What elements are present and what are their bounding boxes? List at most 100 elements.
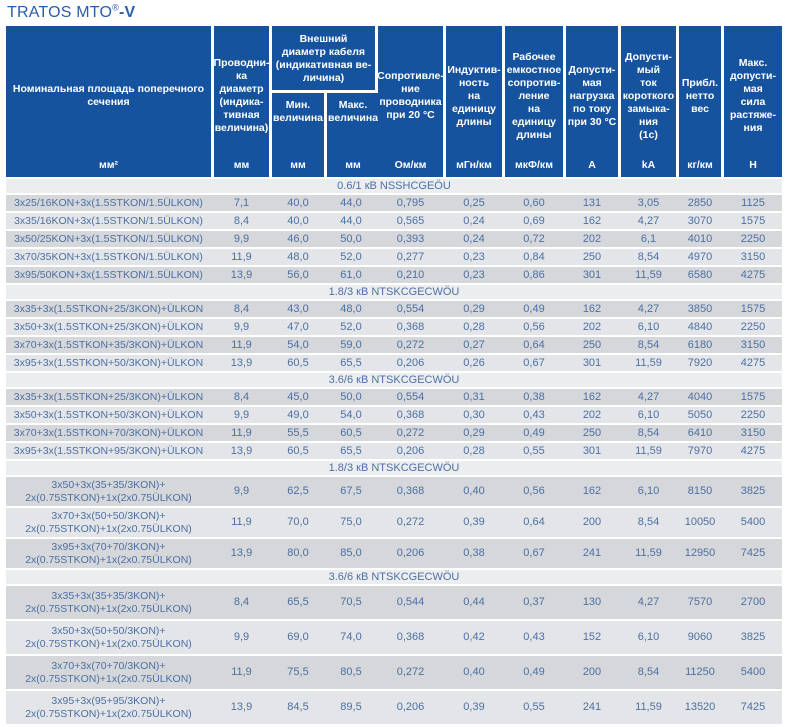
- cell-value: 162: [582, 390, 602, 403]
- cell-value: 56,0: [287, 268, 309, 281]
- cell-cable-designation: 3x70+3x(1.5STKON+70/3KON)+ÜLKON: [13, 426, 204, 439]
- cell-value: 301: [582, 444, 602, 457]
- cell-value: 9,9: [233, 408, 250, 421]
- cell-value: 4,27: [637, 214, 660, 227]
- cell-value: 3850: [687, 302, 713, 315]
- cell-value: 0,554: [396, 302, 425, 315]
- cell-value: 0,24: [463, 214, 485, 227]
- cell-value: 67,5: [340, 485, 362, 497]
- cell-value: 0,554: [396, 390, 425, 403]
- cell-value: 0,206: [396, 547, 425, 559]
- cell-value: 44,0: [340, 214, 362, 227]
- cell-value: 162: [582, 302, 602, 315]
- cell-value: 80,5: [340, 666, 362, 678]
- cell-value: 0,38: [523, 390, 545, 403]
- cell-value: 8150: [687, 485, 713, 497]
- cell-value: 52,0: [340, 320, 362, 333]
- header-label: Мин. величина: [273, 99, 324, 124]
- cell-value: 3150: [740, 250, 766, 263]
- cell-value: 11250: [685, 666, 715, 678]
- cell-value: 0,49: [523, 426, 545, 439]
- cell-value: 40,0: [287, 214, 309, 227]
- cell-value: 48,0: [287, 250, 309, 263]
- header-unit: мм: [345, 159, 361, 171]
- cell-value: 0,30: [463, 408, 485, 421]
- cell-value: 0,206: [396, 356, 425, 369]
- cell-value: 130: [582, 596, 602, 608]
- cell-value: 4275: [740, 356, 766, 369]
- table-body: 0.6/1 кВ NSSHCGEÖU 3x25/16KON+3x(1.5STKON…: [6, 179, 782, 724]
- cell-value: 65,5: [287, 596, 309, 608]
- table-row: 3x70+3x(1.5STKON+35/3KON)+ÜLKON 11,9 54,0 5…: [6, 337, 782, 353]
- cell-value: 3070: [687, 214, 713, 227]
- table-row: 3x70/35KON+3x(1.5STKON/1.5ÜLKON) 11,9 48,0…: [6, 249, 782, 265]
- cell-value: 89,5: [340, 701, 362, 713]
- section-header-row: 1.8/3 кВ NTSKCGECWÖU: [6, 461, 782, 475]
- section-header-row: 0.6/1 кВ NSSHCGEÖU: [6, 179, 782, 193]
- cell-value: 0,206: [396, 701, 425, 713]
- cell-value: 52,0: [340, 250, 362, 263]
- header-cell-current-rating: Допусти- мая нагрузка по току при 30 °C …: [566, 26, 618, 177]
- table-row: 3x35+3x(35+35/3KON)+ 2x(0.75STKON)+1x(2x…: [6, 586, 782, 619]
- cell-cable-designation: 3x95+3x(1.5STKON+95/3KON)+ÜLKON: [13, 444, 204, 457]
- header-label: Проводни- ка диаметр (индика- тивная вел…: [213, 57, 270, 134]
- cell-value: 13,9: [230, 268, 253, 281]
- header-unit: H: [749, 159, 757, 171]
- cell-value: 3825: [740, 631, 766, 643]
- cell-value: 1575: [740, 302, 766, 315]
- cell-value: 5400: [740, 516, 766, 528]
- cell-cable-designation: 3x70+3x(50+50/3KON)+ 2x(0.75STKON)+1x(2x…: [25, 509, 192, 535]
- cell-value: 0,393: [396, 232, 425, 245]
- cell-value: 4040: [687, 390, 713, 403]
- table-row: 3x50+3x(50+50/3KON)+ 2x(0.75STKON)+1x(2x…: [6, 621, 782, 654]
- cell-value: 80,0: [287, 547, 309, 559]
- cell-value: 0,272: [396, 338, 425, 351]
- header-cell-outer-diameter: Внешний диаметр кабеля (индикативная ве-…: [272, 26, 380, 177]
- cell-value: 40,0: [287, 196, 309, 209]
- table-row: 3x95+3x(95+95/3KON)+ 2x(0.75STKON)+1x(2x…: [6, 691, 782, 724]
- cell-value: 0,277: [396, 250, 425, 263]
- header-label: Рабочее емкостное сопротив- ление на еди…: [506, 50, 562, 141]
- cell-value: 1575: [740, 390, 766, 403]
- header-cell-inductance: Индуктив- ность на единицу длины мГн/км: [446, 26, 502, 177]
- cell-value: 0,368: [396, 631, 425, 643]
- cell-value: 11,59: [635, 701, 662, 713]
- cell-value: 10050: [684, 516, 716, 528]
- cell-value: 4,27: [637, 390, 660, 403]
- cell-value: 250: [582, 338, 602, 351]
- cell-value: 0,84: [523, 250, 545, 263]
- cell-value: 0,37: [523, 596, 545, 608]
- table-row: 3x95/50KON+3x(1.5STKON/1.5ÜLKON) 13,9 56,0…: [6, 267, 782, 283]
- header-unit: кг/км: [687, 159, 713, 171]
- cable-data-table: Номинальная площадь поперечного сечения …: [6, 26, 782, 724]
- header-label: Допусти- мый ток короткого замыка- ния (…: [622, 50, 675, 141]
- cell-value: 0,368: [396, 408, 425, 421]
- section-header-row: 3.6/6 кВ NTSKCGECWÖU: [6, 373, 782, 387]
- cell-value: 49,0: [287, 408, 309, 421]
- cell-value: 60,5: [287, 444, 309, 457]
- cell-value: 11,9: [231, 666, 252, 678]
- cell-value: 13520: [684, 701, 716, 713]
- cell-cable-designation: 3x95/50KON+3x(1.5STKON/1.5ÜLKON): [14, 268, 203, 281]
- cell-value: 13,9: [230, 444, 253, 457]
- header-label: Индуктив- ность на единицу длины: [447, 63, 501, 128]
- cell-value: 152: [582, 631, 602, 643]
- cell-value: 65,5: [340, 444, 362, 457]
- cell-value: 0,60: [523, 196, 545, 209]
- cell-value: 8,54: [637, 338, 660, 351]
- cell-value: 0,49: [523, 302, 545, 315]
- cell-value: 85,0: [340, 547, 362, 559]
- cell-value: 11,9: [231, 426, 252, 439]
- cell-value: 11,9: [231, 516, 252, 528]
- cell-value: 5400: [740, 666, 766, 678]
- cell-value: 9,9: [233, 232, 250, 245]
- table-row: 3x25/16KON+3x(1.5STKON/1.5ÜLKON) 7,1 40,0 4…: [6, 195, 782, 211]
- cell-value: 0,39: [463, 516, 485, 528]
- cell-value: 6,10: [637, 320, 660, 333]
- header-unit: мм²: [98, 159, 119, 171]
- header-cell-resistance: Сопротивле- ние проводника при 20 °C Ом/…: [377, 26, 444, 177]
- cell-value: 4840: [687, 320, 713, 333]
- cell-value: 3825: [740, 485, 766, 497]
- header-label: Допусти- мая нагрузка по току при 30 °C: [567, 63, 617, 128]
- table-row: 3x70+3x(50+50/3KON)+ 2x(0.75STKON)+1x(2x…: [6, 508, 782, 537]
